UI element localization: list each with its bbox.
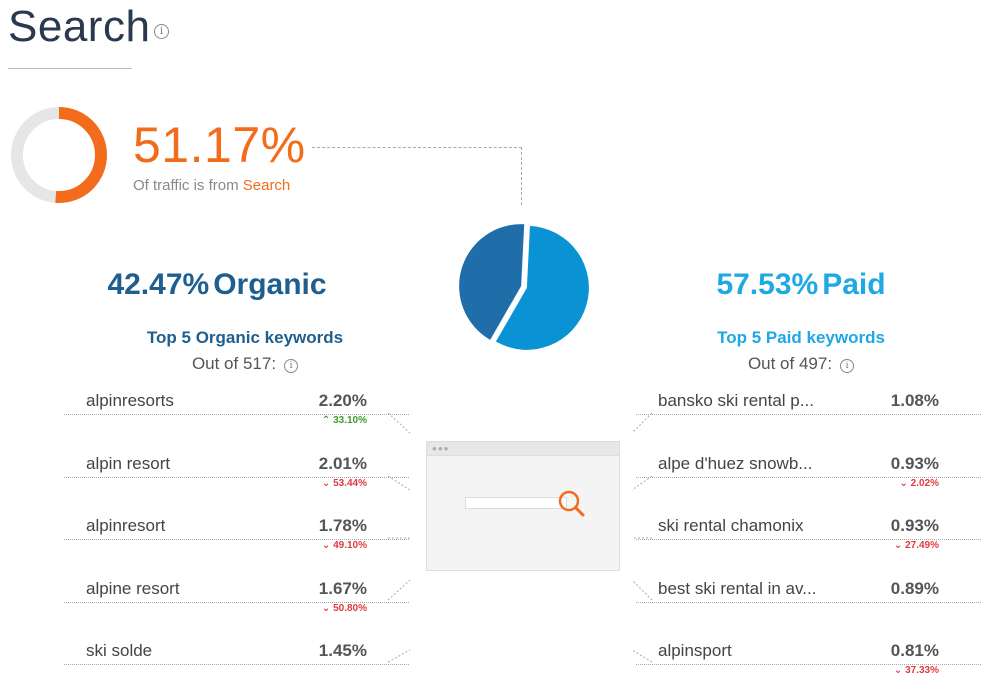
keyword-change: ⌄ 49.10% (322, 540, 367, 551)
row-divider (64, 664, 409, 665)
organic-label: Organic (213, 268, 327, 301)
keyword-change: ⌄ 2.02% (899, 478, 939, 489)
paid-out-of-text: Out of 497: (747, 354, 833, 373)
arrow-down-icon: ⌄ (893, 665, 906, 676)
paid-keyword-row[interactable]: alpinsport 0.81% ⌄ 37.33% (636, 633, 981, 695)
keyword-name[interactable]: bansko ski rental p... (658, 391, 814, 410)
arrow-down-icon: ⌄ (321, 540, 334, 551)
organic-keyword-row[interactable]: alpine resort 1.67% ⌄ 50.80% (64, 571, 409, 633)
keyword-share: 0.93% (890, 516, 939, 535)
paid-out-of: Out of 497: i (636, 354, 966, 374)
paid-keyword-row[interactable]: ski rental chamonix 0.93% ⌄ 27.49% (636, 508, 981, 570)
organic-share-value: 42.47% (107, 268, 210, 301)
keyword-name[interactable]: ski solde (86, 641, 153, 660)
arrow-up-icon: ⌃ (321, 415, 334, 426)
keyword-change-value: 50.80% (333, 602, 367, 614)
keyword-share: 2.20% (318, 391, 367, 410)
paid-share-value: 57.53% (716, 268, 819, 301)
traffic-note: Of traffic is from Search (133, 177, 290, 194)
organic-keyword-row[interactable]: alpinresort 1.78% ⌄ 49.10% (64, 508, 409, 570)
organic-paid-pie (459, 224, 589, 350)
row-connectors (387, 412, 653, 663)
browser-titlebar: ●●● (427, 442, 619, 456)
keyword-share: 0.81% (890, 641, 939, 660)
keyword-change: ⌃ 33.10% (322, 415, 367, 426)
row-divider (64, 476, 409, 478)
keyword-share: 0.89% (890, 578, 939, 598)
donut-arc-search (11, 107, 107, 203)
info-icon[interactable]: i (154, 24, 169, 39)
row-divider (64, 414, 409, 415)
magnifier-icon (558, 490, 585, 517)
keyword-name[interactable]: alpine resort (86, 578, 180, 598)
organic-keyword-row[interactable]: alpin resort 2.01% ⌄ 53.44% (64, 446, 409, 508)
connector-line-vertical (521, 147, 522, 205)
browser-search-box (465, 497, 567, 509)
row-divider (636, 601, 981, 603)
keyword-change: ⌄ 53.44% (322, 478, 367, 489)
row-divider (636, 414, 981, 415)
traffic-note-highlight: Search (242, 177, 291, 194)
browser-dots-icon: ●●● (432, 444, 450, 453)
keyword-name[interactable]: alpinresorts (86, 391, 174, 410)
keyword-share: 0.93% (890, 453, 939, 473)
keyword-change-value: 2.02% (910, 477, 939, 489)
info-icon[interactable]: i (840, 359, 855, 373)
row-divider (636, 539, 981, 540)
keyword-name[interactable]: alpinresort (86, 516, 166, 535)
info-icon[interactable]: i (284, 359, 299, 373)
arrow-down-icon: ⌄ (321, 602, 334, 614)
paid-share-heading: 57.53% Paid (636, 268, 966, 302)
keyword-name[interactable]: alpe d'huez snowb... (658, 453, 813, 473)
paid-keyword-row[interactable]: best ski rental in av... 0.89% (636, 571, 981, 633)
keyword-change: ⌄ 27.49% (894, 540, 939, 551)
keyword-share: 1.08% (890, 391, 939, 410)
arrow-down-icon: ⌄ (899, 477, 911, 489)
keyword-name[interactable]: ski rental chamonix (658, 516, 804, 535)
organic-share-heading: 42.47% Organic (52, 268, 382, 302)
keyword-change-value: 33.10% (333, 415, 367, 426)
paid-keyword-row[interactable]: alpe d'huez snowb... 0.93% ⌄ 2.02% (636, 446, 981, 508)
search-browser-illustration: ●●● (426, 441, 620, 571)
keyword-share: 2.01% (318, 453, 367, 473)
title-divider (8, 68, 132, 69)
organic-out-of: Out of 517: i (80, 354, 410, 374)
pie-slice-paid (495, 225, 589, 350)
connector-line-horizontal (312, 147, 522, 148)
keyword-change-value: 27.49% (905, 540, 939, 551)
keyword-change-value: 53.44% (333, 477, 367, 489)
organic-keyword-row[interactable]: ski solde 1.45% (64, 633, 409, 695)
search-share-donut (11, 107, 107, 203)
keyword-change: ⌄ 50.80% (322, 603, 367, 614)
row-divider (636, 664, 981, 665)
row-divider (64, 539, 409, 540)
pie-slice-organic (459, 224, 525, 340)
arrow-down-icon: ⌄ (893, 540, 906, 551)
keyword-name[interactable]: alpin resort (86, 453, 171, 473)
keyword-share: 1.67% (318, 578, 367, 598)
organic-keyword-row[interactable]: alpinresorts 2.20% ⌃ 33.10% (64, 383, 409, 445)
paid-keywords-heading: Top 5 Paid keywords (717, 328, 885, 347)
keyword-change-value: 49.10% (333, 540, 367, 551)
search-share-value: 51.17% (133, 117, 306, 173)
keyword-change-value: 37.33% (905, 665, 939, 676)
organic-out-of-text: Out of 517: (191, 354, 277, 373)
keyword-share: 1.45% (318, 641, 367, 660)
keyword-share: 1.78% (318, 516, 367, 535)
organic-keywords-heading: Top 5 Organic keywords (146, 328, 344, 347)
traffic-note-prefix: Of traffic is from (133, 177, 239, 194)
keyword-name[interactable]: alpinsport (658, 641, 732, 660)
keyword-change: ⌄ 37.33% (894, 665, 939, 676)
paid-label: Paid (822, 268, 886, 301)
arrow-down-icon: ⌄ (321, 477, 334, 489)
row-divider (636, 476, 981, 478)
row-divider (64, 601, 409, 603)
paid-keyword-row[interactable]: bansko ski rental p... 1.08% (636, 383, 981, 445)
page-title: Search (8, 2, 151, 51)
keyword-name[interactable]: best ski rental in av... (658, 578, 817, 598)
